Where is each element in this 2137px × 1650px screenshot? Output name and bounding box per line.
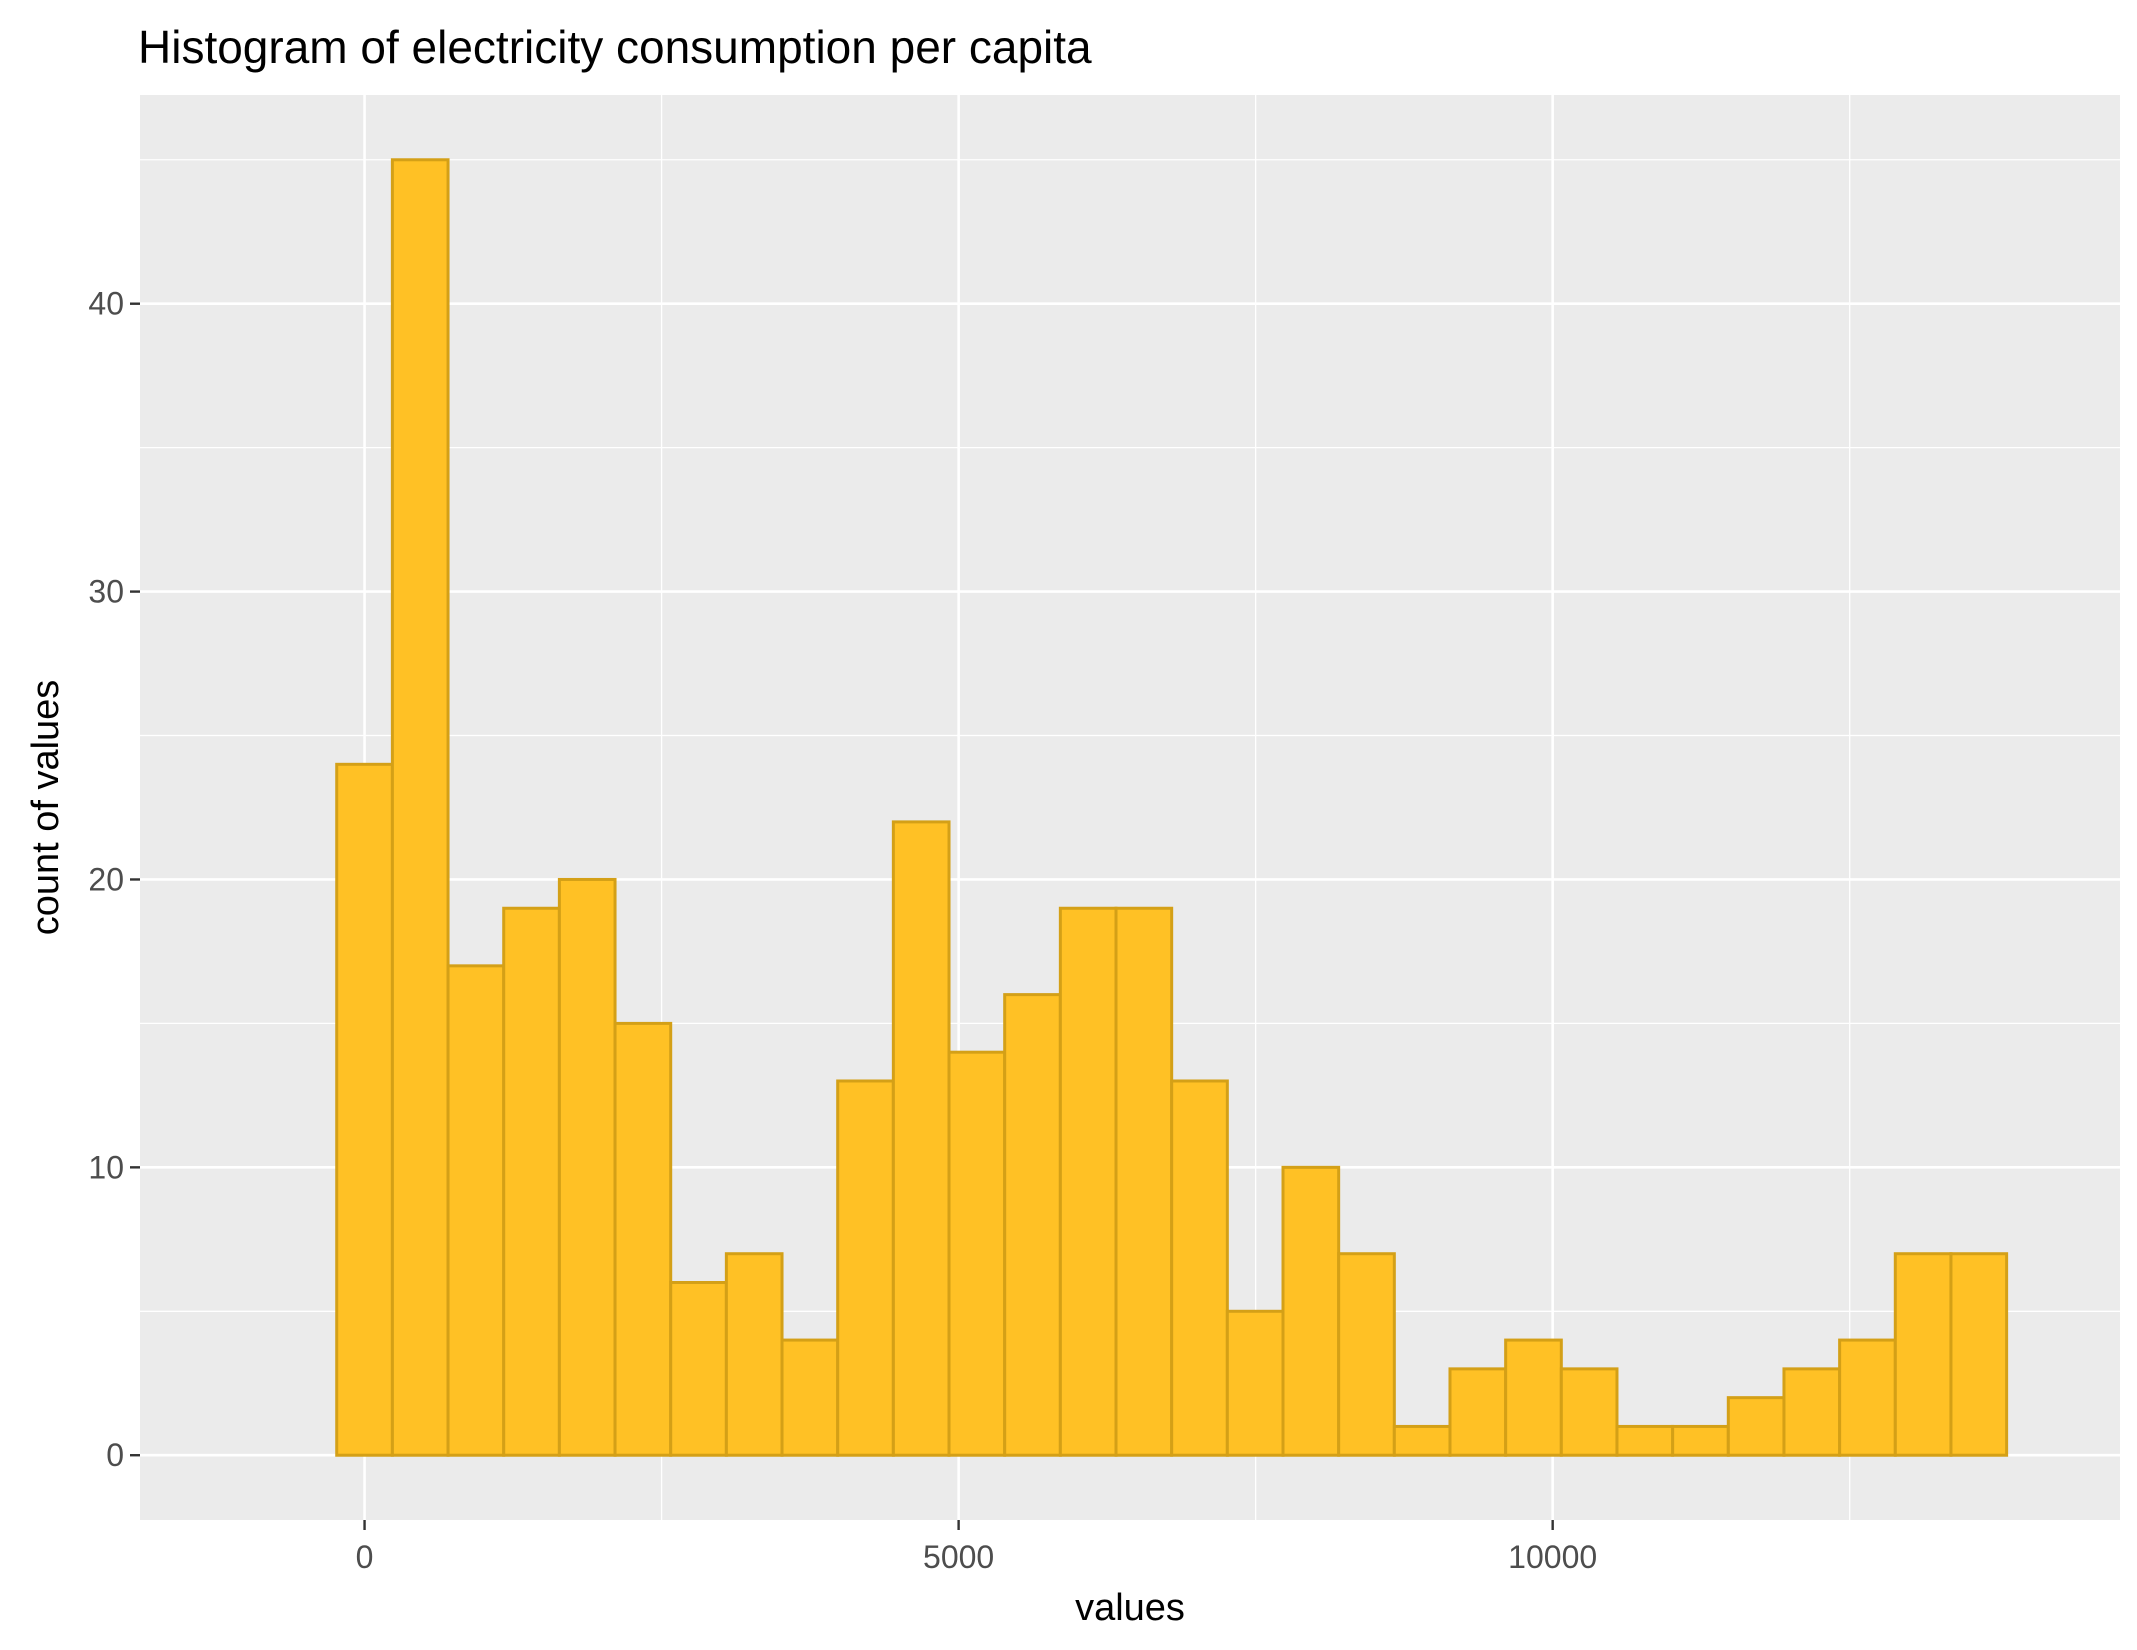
histogram-bar	[780, 1338, 840, 1457]
x-tick-label: 5000	[923, 1539, 994, 1575]
histogram-bar	[836, 1079, 895, 1457]
y-tick-label: 10	[88, 1149, 124, 1185]
x-axis-title: values	[1075, 1587, 1185, 1629]
histogram-bar	[1782, 1367, 1842, 1457]
histogram-bar	[1448, 1367, 1508, 1457]
histogram-bar	[1615, 1424, 1675, 1457]
histogram-bar	[1726, 1396, 1786, 1457]
histogram-bar	[613, 1021, 673, 1457]
y-axis-title: count of values	[25, 680, 67, 936]
histogram-bar	[1838, 1338, 1897, 1457]
histogram-bar	[891, 820, 951, 1457]
histogram-bar	[335, 762, 394, 1457]
y-tick-label: 40	[88, 286, 124, 322]
y-tick-label: 20	[88, 861, 124, 897]
histogram-bar	[390, 158, 450, 1457]
histogram-bar	[1949, 1252, 2009, 1457]
histogram-bar	[669, 1281, 728, 1457]
histogram-bar	[1671, 1424, 1730, 1457]
histogram-bar	[1337, 1252, 1396, 1457]
histogram-bar	[1170, 1079, 1229, 1457]
x-axis: 0 5000 10000	[356, 1520, 1597, 1575]
histogram-bar	[1281, 1165, 1341, 1457]
chart-title: Histogram of electricity consumption per…	[138, 21, 1092, 73]
histogram-bar	[502, 906, 561, 1457]
histogram-bar	[1225, 1309, 1285, 1457]
x-tick-label: 10000	[1508, 1539, 1597, 1575]
histogram-bars	[335, 158, 2009, 1457]
histogram-bar	[1392, 1424, 1452, 1457]
histogram-bar	[724, 1252, 784, 1457]
histogram-bar	[1559, 1367, 1619, 1457]
histogram-bar	[1003, 993, 1062, 1457]
x-tick-label: 0	[356, 1539, 374, 1575]
y-tick-label: 0	[106, 1437, 124, 1473]
histogram-bar	[446, 964, 506, 1457]
histogram-bar	[1058, 906, 1118, 1457]
histogram-bar	[557, 877, 617, 1457]
histogram-bar	[1114, 906, 1174, 1457]
histogram-bar	[1504, 1338, 1563, 1457]
histogram-bar	[947, 1050, 1007, 1457]
y-axis: 0 10 20 30 40	[88, 286, 140, 1473]
histogram-bar	[1893, 1252, 1953, 1457]
y-tick-label: 30	[88, 574, 124, 610]
